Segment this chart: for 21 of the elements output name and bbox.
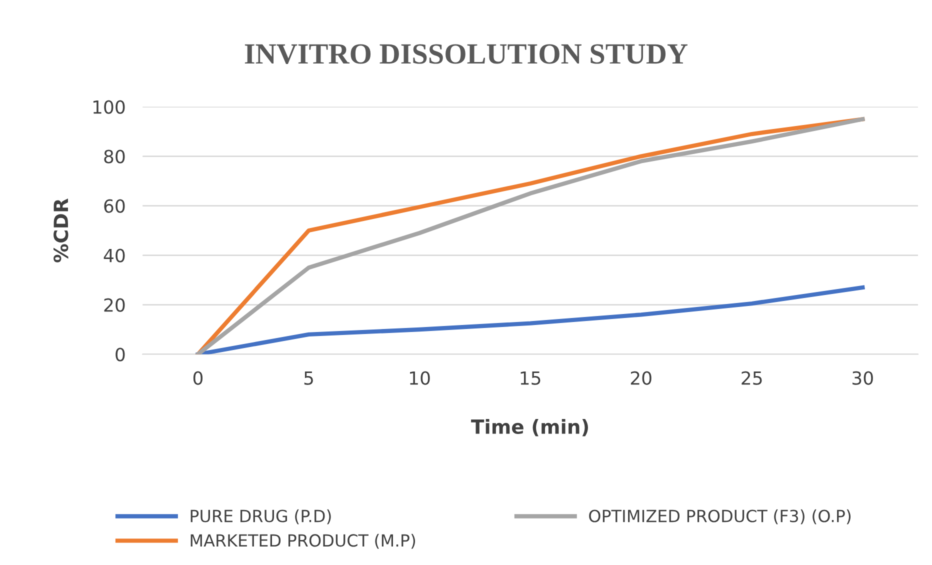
line-series [196,285,865,354]
x-axis-title: Time (min) [471,418,588,436]
x-tick-label: 5 [304,371,313,385]
y-tick-label: 40 [104,248,125,262]
y-tick-label: 60 [104,199,125,213]
y-tick-label: 100 [93,100,125,114]
legend-label: MARKETED PRODUCT (M.P) [190,534,416,549]
x-tick-label: 15 [520,371,540,385]
x-tick-label: 10 [410,371,430,385]
y-tick-label: 20 [104,298,125,312]
y-axis-title: %CDR [54,198,68,262]
legend-label: OPTIMIZED PRODUCT (F3) (O.P) [589,509,851,524]
x-tick-label: 0 [193,371,203,385]
x-tick-label: 25 [742,371,762,385]
line-series [196,117,865,354]
legend-label: PURE DRUG (P.D) [190,509,331,524]
y-tick-label: 80 [104,150,125,164]
chart-title: INVITRO DISSOLUTION STUDY [244,44,688,64]
x-tick-label: 30 [852,371,873,385]
x-tick-label: 20 [630,371,652,385]
y-tick-label: 0 [116,348,125,362]
